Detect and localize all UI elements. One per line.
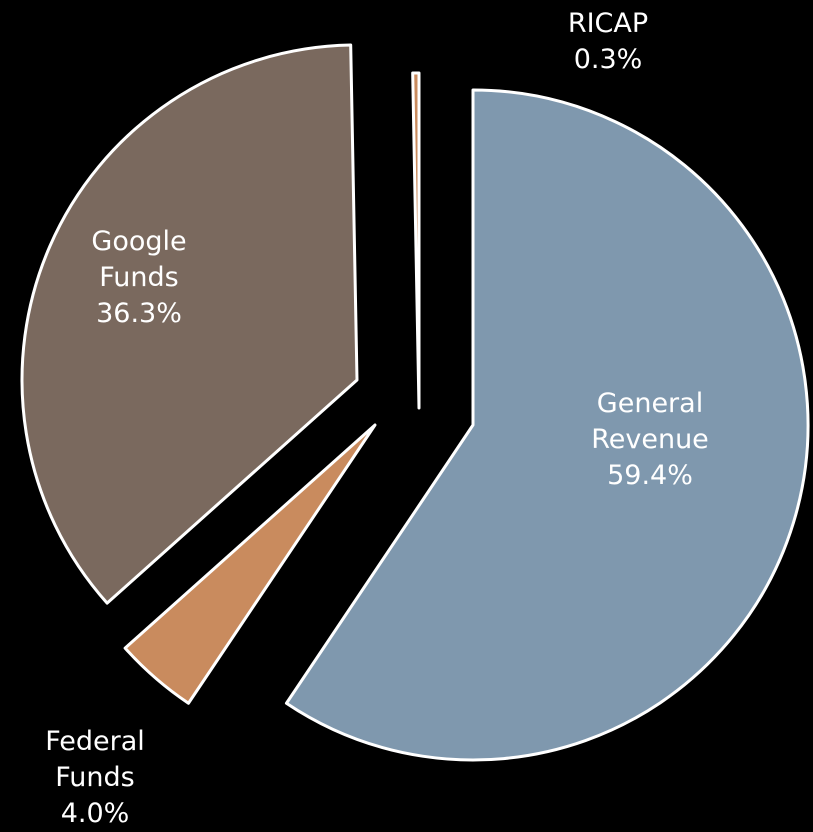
slice-name-label: Funds [55, 762, 134, 793]
slice-percent-label: 36.3% [96, 298, 182, 329]
slice-name-label: Funds [99, 262, 178, 293]
slice-label-google-funds: Google Funds 36.3% [91, 226, 186, 329]
slice-label-ricap: RICAP 0.3% [568, 8, 648, 75]
slice-name-label: RICAP [568, 8, 648, 39]
slice-label-federal-funds: Federal Funds 4.0% [45, 726, 145, 829]
slice-name-label: General [597, 388, 703, 419]
slice-percent-label: 4.0% [61, 798, 130, 829]
slice-name-label: Google [91, 226, 186, 257]
slice-percent-label: 0.3% [574, 44, 643, 75]
slice-name-label: Revenue [591, 424, 709, 455]
slice-label-general-revenue: General Revenue 59.4% [591, 388, 709, 491]
slice-percent-label: 59.4% [607, 460, 693, 491]
pie-slice-ricap [413, 73, 419, 408]
pie-slice-general-revenue [286, 90, 808, 760]
slice-name-label: Federal [45, 726, 145, 757]
